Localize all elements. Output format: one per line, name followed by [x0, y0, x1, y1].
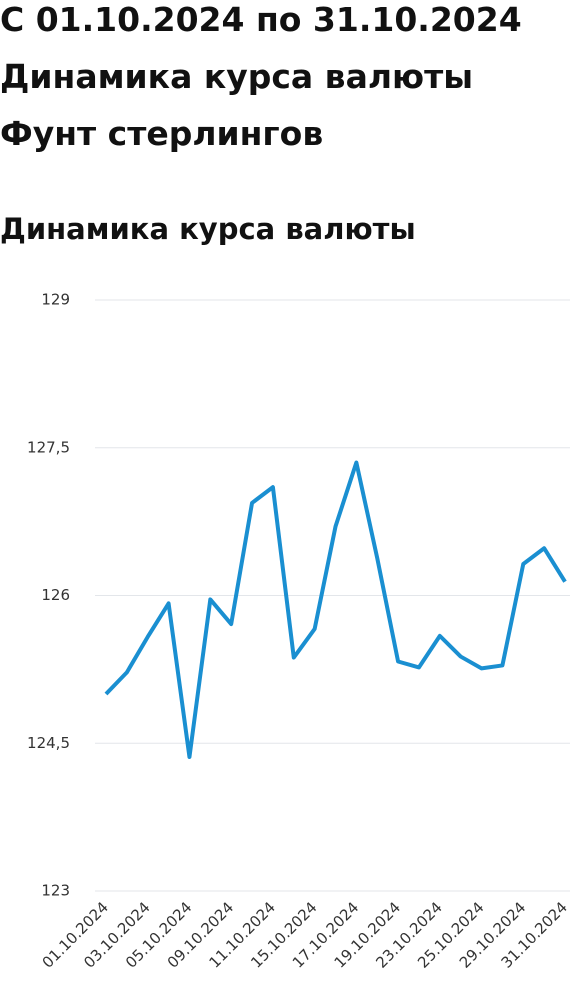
y-tick-label: 124,5	[27, 734, 70, 752]
y-tick-label: 123	[41, 882, 70, 900]
chart-title: Динамика курса валюты	[0, 212, 416, 246]
period-heading: С 01.10.2024 по 31.10.2024	[0, 0, 522, 39]
chart: 123124,5126127,512901.10.202403.10.20240…	[27, 291, 571, 972]
currency-heading: Фунт стерлингов	[0, 114, 324, 153]
page-heading: Динамика курса валюты	[0, 57, 474, 96]
y-tick-label: 129	[41, 291, 70, 309]
y-tick-label: 127,5	[27, 438, 70, 456]
y-tick-label: 126	[41, 586, 70, 604]
series-line	[104, 460, 567, 760]
